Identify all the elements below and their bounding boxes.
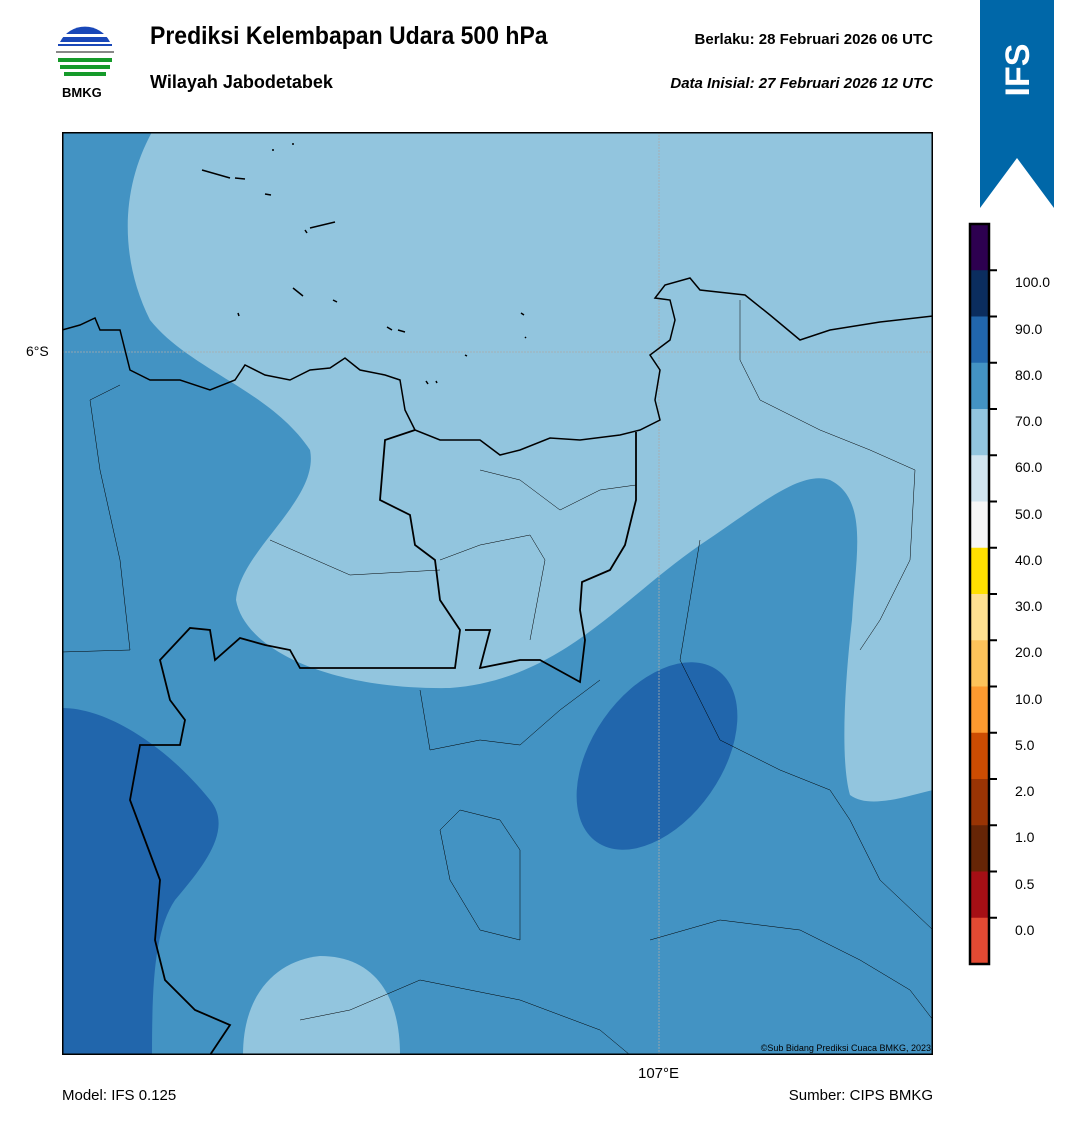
colorbar-label: 70.0 [1015, 413, 1043, 429]
colorbar-label: 50.0 [1015, 505, 1043, 522]
colorbar-label: 10.0 [1015, 690, 1043, 707]
source-info: Sumber: CIPS BMKG [788, 1087, 933, 1104]
colorbar-label: 0.5 [1015, 875, 1035, 892]
colorbar-bin [970, 316, 989, 364]
bmkg-logo [55, 22, 115, 82]
humidity-map [62, 132, 933, 1055]
colorbar-label: 5.0 [1015, 736, 1035, 753]
thousand-islands [201, 143, 527, 385]
map-credit: ©Sub Bidang Prediksi Cuaca BMKG, 2023 [760, 1043, 931, 1053]
initial-time: Data Inisial: 27 Februari 2026 12 UTC [670, 75, 933, 92]
colorbar-bin [970, 917, 989, 965]
region-subtitle: Wilayah Jabodetabek [150, 72, 333, 92]
colorbar-bin [970, 409, 989, 456]
colorbar-label: 1.0 [1015, 829, 1035, 846]
model-banner [980, 0, 1054, 208]
coastline [62, 277, 933, 456]
logo-text: BMKG [62, 85, 102, 100]
lat-label: 6°S [26, 343, 49, 359]
model-badge: IFS [999, 43, 1037, 97]
colorbar-bin [970, 686, 989, 734]
province-border [129, 429, 637, 1055]
colorbar-bin [970, 871, 989, 919]
colorbar-bin [970, 547, 989, 595]
colorbar-label: 40.0 [1015, 551, 1043, 568]
page-title: Prediksi Kelembapan Udara 500 hPa [150, 22, 548, 50]
field-60-70-region [127, 132, 933, 802]
colorbar-bin [970, 362, 989, 410]
field-80-90-west [62, 708, 219, 1055]
lon-label: 107°E [638, 1065, 680, 1082]
colorbar-bin [970, 640, 989, 687]
colorbar [968, 222, 997, 966]
colorbar-label: 90.0 [1015, 320, 1043, 337]
field-80-90-center [576, 662, 738, 850]
colorbar-bin [970, 501, 989, 549]
model-info: Model: IFS 0.125 [62, 1087, 177, 1104]
colorbar-bin [970, 594, 989, 641]
regency-borders [62, 300, 933, 1055]
colorbar-bin [970, 270, 989, 317]
field-60-70-south [243, 956, 400, 1055]
colorbar-label: 0.0 [1015, 921, 1035, 938]
colorbar-bin [970, 825, 989, 872]
colorbar-bin [970, 224, 989, 271]
colorbar-label: 100.0 [1015, 274, 1051, 291]
colorbar-label: 30.0 [1015, 598, 1043, 614]
colorbar-label: 60.0 [1015, 459, 1043, 476]
colorbar-label: 20.0 [1015, 644, 1043, 661]
valid-time: Berlaku: 28 Februari 2026 06 UTC [694, 31, 933, 48]
colorbar-bin [970, 455, 989, 502]
colorbar-bin [970, 732, 989, 780]
colorbar-label: 80.0 [1015, 366, 1043, 383]
colorbar-bin [970, 779, 989, 826]
colorbar-label: 2.0 [1015, 783, 1035, 799]
